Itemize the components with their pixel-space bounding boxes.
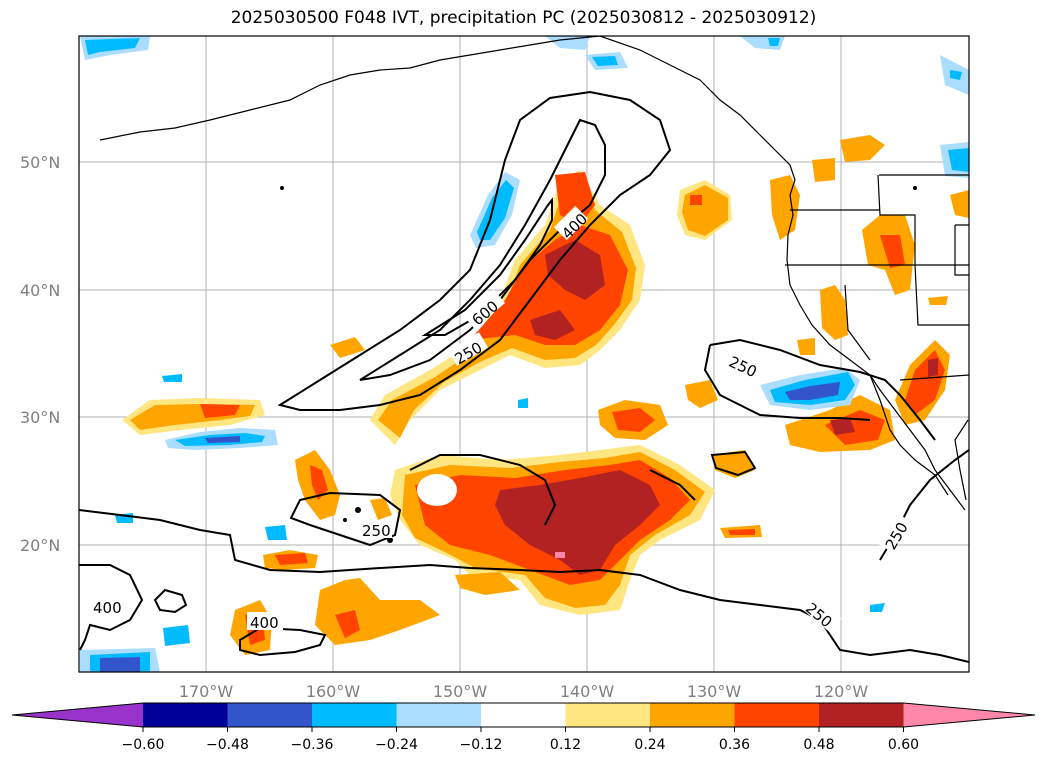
map-frame — [78, 35, 970, 673]
contour-label: 400 — [93, 599, 122, 617]
contour-label: 250 — [362, 522, 391, 540]
colorbar-tick-label: 0.60 — [888, 737, 919, 753]
lon-labels: 170°W 160°W 150°W 140°W 130°W 120°W — [179, 682, 869, 701]
colorbar-tick-label: 0.48 — [803, 737, 834, 753]
colorbar-tick-label: 0.12 — [550, 737, 581, 753]
map-title: 2025030500 F048 IVT, precipitation PC (2… — [230, 8, 817, 28]
colorbar-extend-high — [903, 703, 1035, 727]
colorbar-tick-label: 0.24 — [634, 737, 665, 753]
lon-label: 140°W — [560, 682, 615, 701]
colorbar-segment — [819, 703, 904, 727]
colorbar-tick-label: −0.48 — [206, 737, 249, 753]
colorbar-segment — [650, 703, 735, 727]
precip-shading-positive — [122, 135, 969, 655]
colorbar — [11, 702, 1036, 728]
colorbar-segment — [312, 703, 397, 727]
lat-labels: 50°N 40°N 30°N 20°N — [20, 153, 60, 555]
colorbar-ticks: −0.60 −0.48 −0.36 −0.24 −0.12 0.12 0.24 0.36 0.4… — [122, 727, 919, 753]
contour-label: 400 — [250, 614, 279, 632]
precip-shading-negative — [80, 36, 969, 672]
colorbar-extend-low — [12, 703, 143, 727]
lat-label: 40°N — [20, 281, 60, 300]
lat-label: 30°N — [20, 408, 60, 427]
colorbar-tick-label: −0.24 — [375, 737, 418, 753]
coastlines — [99, 36, 969, 511]
colorbar-tick-label: −0.12 — [460, 737, 503, 753]
colorbar-tick-label: 0.36 — [719, 737, 750, 753]
lon-label: 150°W — [433, 682, 488, 701]
colorbar-segment — [734, 703, 820, 727]
lon-label: 170°W — [179, 682, 234, 701]
colorbar-segment — [227, 703, 313, 727]
lat-label: 50°N — [20, 153, 60, 172]
colorbar-segment — [143, 703, 228, 727]
colorbar-segment — [565, 703, 651, 727]
lat-label: 20°N — [20, 536, 60, 555]
colorbar-tick-label: −0.60 — [122, 737, 165, 753]
colorbar-segment — [481, 703, 566, 727]
lon-label: 130°W — [687, 682, 742, 701]
lon-label: 160°W — [306, 682, 361, 701]
lon-label: 120°W — [814, 682, 869, 701]
colorbar-segment — [396, 703, 482, 727]
colorbar-tick-label: −0.36 — [291, 737, 334, 753]
